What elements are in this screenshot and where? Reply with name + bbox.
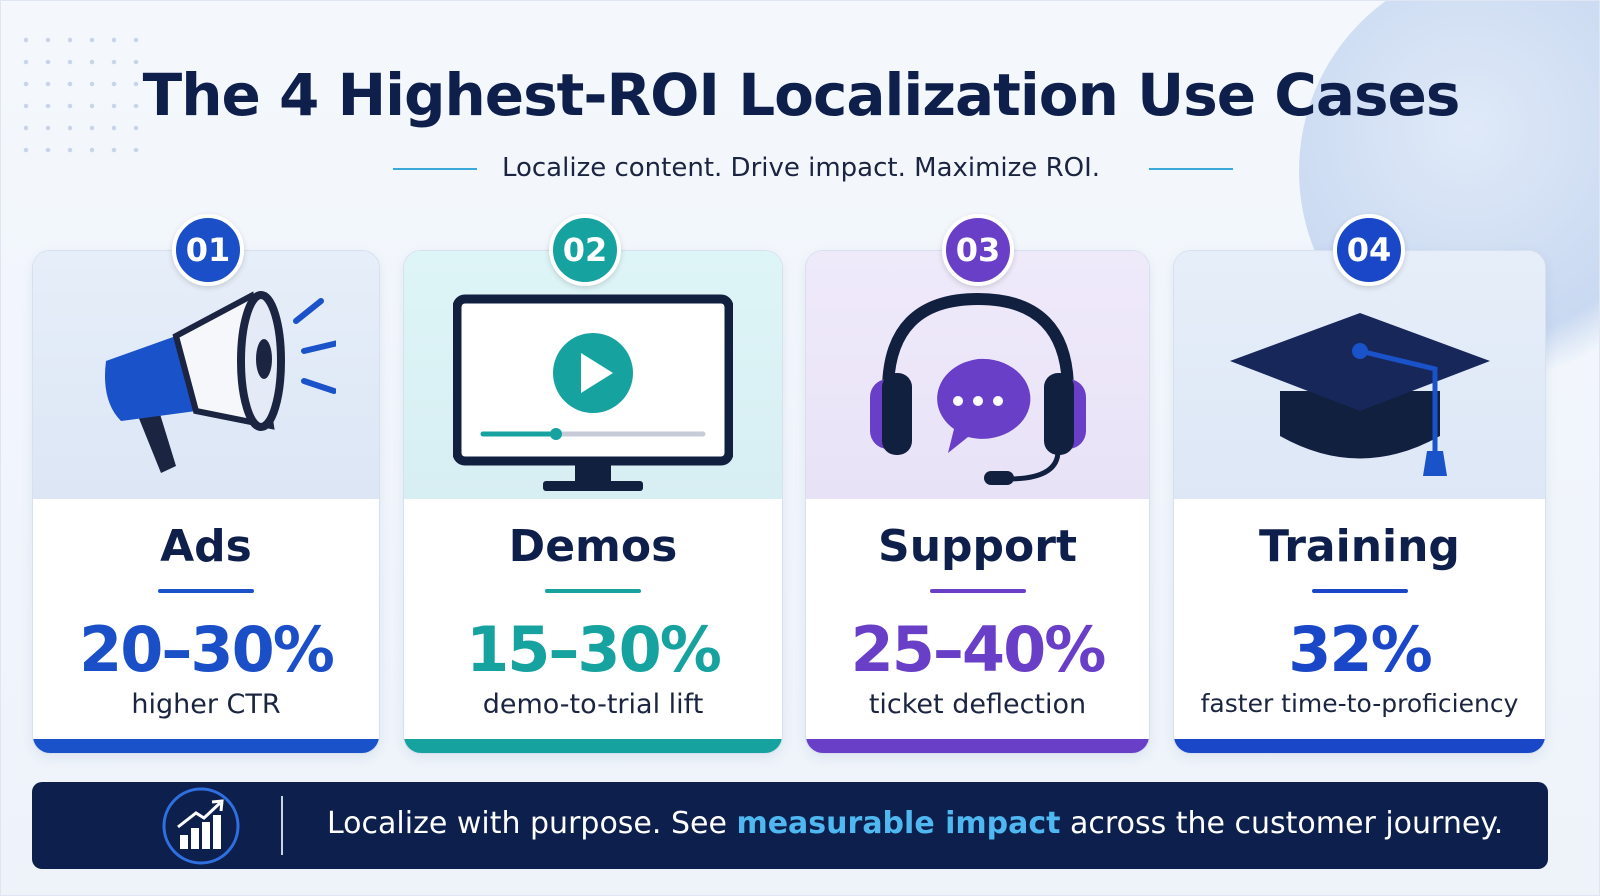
- divider: [281, 796, 283, 855]
- card-number-badge: 04: [1333, 214, 1405, 286]
- card-caption: demo-to-trial lift: [482, 689, 704, 720]
- card-number-badge: 01: [172, 214, 244, 286]
- title-underline: [929, 589, 1026, 593]
- card-number-badge: 02: [549, 214, 621, 286]
- footer-text-part: across the customer journey.: [1060, 806, 1504, 841]
- card-accent-bar: [1174, 739, 1545, 753]
- use-case-card: Ads 20–30% higher CTR: [32, 250, 380, 754]
- card-stat: 20–30%: [79, 613, 335, 686]
- card-stat: 15–30%: [466, 613, 722, 686]
- footer-highlight: measurable impact: [736, 806, 1061, 841]
- card-number-badge: 03: [942, 214, 1014, 286]
- use-case-card: Demos 15–30% demo-to-trial lift: [403, 250, 783, 754]
- dot-pattern: [15, 29, 155, 159]
- card-caption: faster time-to-proficiency: [1200, 689, 1519, 718]
- card-caption: higher CTR: [131, 689, 281, 720]
- use-case-card: Support 25–40% ticket deflection: [805, 250, 1150, 754]
- card-accent-bar: [33, 739, 379, 753]
- card-accent-bar: [404, 739, 782, 753]
- card-image: [33, 251, 379, 499]
- title-underline: [158, 589, 254, 593]
- footer-text-part: Localize with purpose. See: [327, 806, 737, 841]
- card-title: Demos: [508, 521, 678, 572]
- subtitle-rule: [393, 168, 477, 170]
- card-image: [806, 251, 1149, 499]
- card-caption: ticket deflection: [868, 689, 1087, 720]
- headset-icon: [869, 292, 1086, 485]
- footer-text: Localize with purpose. See measurable im…: [327, 806, 1503, 841]
- card-stat: 25–40%: [850, 613, 1107, 686]
- card-title: Support: [878, 521, 1077, 572]
- title-underline: [545, 589, 641, 593]
- subtitle: Localize content. Drive impact. Maximize…: [501, 153, 1101, 183]
- subtitle-rule: [1149, 168, 1233, 170]
- footer-banner: Localize with purpose. See measurable im…: [32, 782, 1548, 869]
- card-image: [1174, 251, 1545, 499]
- card-accent-bar: [806, 739, 1149, 753]
- use-case-card: Training 32% faster time-to-proficiency: [1173, 250, 1546, 754]
- growth-icon: [162, 787, 240, 865]
- title: The 4 Highest-ROI Localization Use Cases: [142, 61, 1461, 129]
- monitor-icon: [453, 294, 733, 491]
- card-image: [404, 251, 782, 499]
- card-title: Ads: [160, 521, 252, 572]
- title-underline: [1311, 589, 1408, 593]
- graduation-cap-icon: [1229, 313, 1490, 476]
- card-title: Training: [1259, 521, 1460, 572]
- card-stat: 32%: [1288, 613, 1432, 686]
- megaphone-icon: [105, 291, 336, 473]
